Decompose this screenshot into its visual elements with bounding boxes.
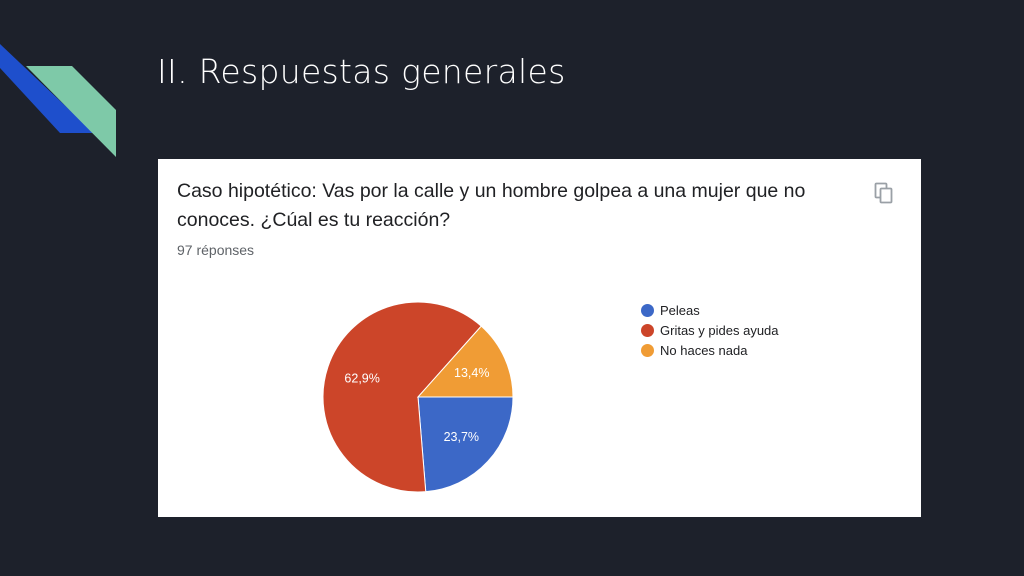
pie-slice-3 [416,325,514,398]
legend-swatch [641,343,654,357]
legend-item: Peleas [641,300,779,320]
legend-label: Peleas [660,302,700,318]
legend-label: Gritas y pides ayuda [660,322,779,338]
question-title: Caso hipotético: Vas por la calle y un h… [177,180,806,231]
slice-label-3: 13,4% [454,366,489,380]
legend-label: No haces nada [660,342,748,358]
legend-item: Gritas y pides ayuda [641,320,779,340]
legend-item: No haces nada [641,340,779,360]
slice-label-1: 23,7% [444,430,479,444]
response-count: 97 réponses [177,242,255,258]
pie-slice-2 [322,301,482,493]
legend-swatch [641,323,654,337]
legend-swatch [641,303,654,317]
corner-decoration [0,44,116,157]
slide-title: II. Respuestas generales [157,52,566,91]
copy-icon[interactable] [874,182,896,206]
pie-chart: 23,7% 62,9% 13,4% [322,301,514,493]
pie-slice-1 [417,396,514,493]
form-summary-card: Caso hipotético: Vas por la calle y un h… [158,159,921,517]
chart-legend: Peleas Gritas y pides ayuda No haces nada [641,300,779,360]
slice-label-2: 62,9% [344,371,379,385]
